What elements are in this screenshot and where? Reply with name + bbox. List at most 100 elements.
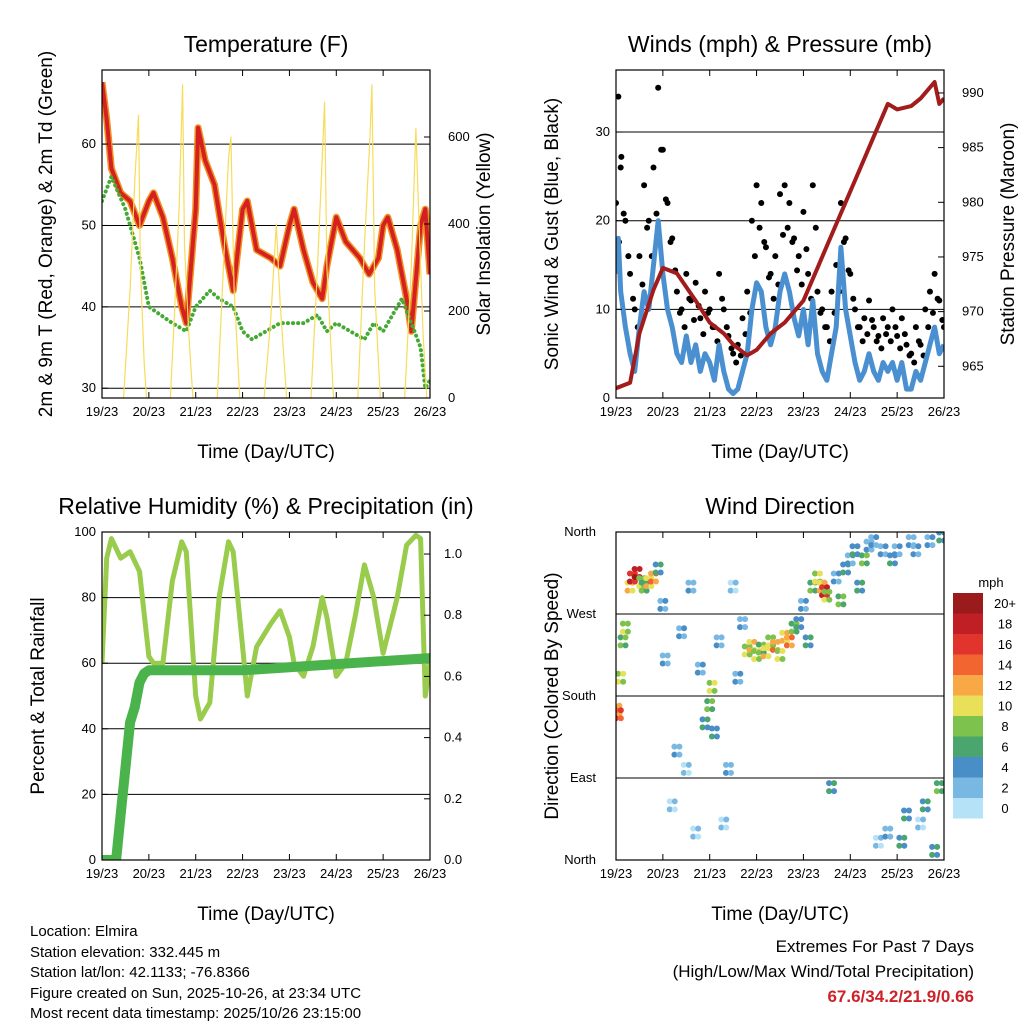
direction-point bbox=[648, 583, 655, 590]
y-tick-label: South bbox=[562, 688, 596, 703]
gust-point bbox=[903, 341, 910, 348]
x-tick-label: 19/23 bbox=[600, 404, 633, 419]
gust-point bbox=[697, 315, 704, 322]
plot-area bbox=[616, 80, 950, 397]
extremes-panel: Extremes For Past 7 Days (High/Low/Max W… bbox=[673, 934, 974, 1009]
gust-point bbox=[723, 324, 730, 331]
y-right-tick-label: 600 bbox=[448, 129, 470, 144]
y-right-tick-label: 200 bbox=[448, 303, 470, 318]
x-tick-label: 22/23 bbox=[226, 866, 259, 881]
panel-title: Wind Direction bbox=[705, 493, 855, 519]
panel-2: Winds (mph) & Pressure (mb) 19/23 20/23 21/… bbox=[542, 31, 1019, 463]
direction-point bbox=[676, 751, 683, 758]
gust-point bbox=[702, 288, 709, 295]
x-tick-label: 25/23 bbox=[881, 866, 914, 881]
legend-label: 6 bbox=[1001, 740, 1008, 755]
direction-point bbox=[723, 824, 730, 831]
direction-point bbox=[690, 587, 697, 594]
direction-point bbox=[906, 815, 913, 822]
gust-point bbox=[730, 350, 737, 357]
direction-point bbox=[671, 751, 678, 758]
gust-point bbox=[781, 182, 788, 189]
legend-swatch bbox=[953, 757, 983, 778]
gust-point bbox=[812, 224, 819, 231]
legend-label: 16 bbox=[998, 637, 1012, 652]
direction-point bbox=[779, 629, 786, 636]
direction-point bbox=[849, 543, 856, 550]
direction-point bbox=[872, 842, 879, 849]
direction-point bbox=[699, 661, 706, 668]
x-tick-label: 26/23 bbox=[928, 404, 961, 419]
direction-point bbox=[622, 642, 629, 649]
y-tick-label: 30 bbox=[82, 380, 96, 395]
direction-point bbox=[821, 588, 828, 595]
location-text: Location: Elmira bbox=[30, 923, 138, 940]
direction-point bbox=[910, 534, 917, 541]
direction-point bbox=[636, 575, 643, 582]
direction-point bbox=[706, 687, 713, 694]
direction-point bbox=[929, 851, 936, 858]
legend-label: 8 bbox=[1001, 719, 1008, 734]
direction-point bbox=[774, 648, 781, 654]
y-tick-label: 30 bbox=[596, 124, 610, 139]
gust-point bbox=[645, 217, 652, 224]
direction-point bbox=[934, 843, 941, 850]
direction-point bbox=[631, 566, 638, 572]
direction-point bbox=[887, 833, 894, 840]
direction-point bbox=[821, 579, 828, 586]
y-right-tick-label: 980 bbox=[962, 194, 984, 209]
direction-point bbox=[727, 587, 734, 594]
direction-point bbox=[915, 824, 922, 831]
x-tick-label: 23/23 bbox=[273, 404, 306, 419]
direction-point bbox=[699, 724, 706, 731]
gust-point bbox=[828, 288, 835, 295]
direction-point bbox=[802, 605, 809, 612]
direction-point bbox=[783, 634, 790, 641]
gust-point bbox=[873, 338, 880, 345]
x-tick-label: 24/23 bbox=[320, 866, 353, 881]
direction-point bbox=[830, 570, 837, 577]
gust-point bbox=[636, 253, 643, 260]
x-axis-label: Time (Day/UTC) bbox=[197, 904, 335, 925]
y-right-tick-label: 1.0 bbox=[444, 546, 462, 561]
plot-frame bbox=[101, 69, 431, 399]
direction-point bbox=[831, 788, 838, 795]
gust-point bbox=[944, 338, 950, 344]
direction-point bbox=[811, 570, 818, 577]
gust-point bbox=[772, 253, 779, 260]
x-tick-label: 20/23 bbox=[133, 404, 166, 419]
direction-point bbox=[704, 698, 711, 705]
gust-point bbox=[630, 295, 637, 302]
direction-point bbox=[742, 624, 749, 631]
y-tick-label: 0 bbox=[89, 852, 96, 867]
gust-point bbox=[850, 295, 857, 302]
direction-point bbox=[779, 637, 786, 644]
direction-point bbox=[793, 624, 800, 631]
gust-point bbox=[847, 270, 854, 277]
direction-point bbox=[849, 551, 856, 558]
gust-point bbox=[762, 244, 769, 251]
direction-point bbox=[662, 605, 669, 612]
gust-point bbox=[780, 231, 786, 238]
direction-point bbox=[727, 579, 734, 586]
gust-point bbox=[618, 153, 625, 160]
y-right-axis-label: Station Pressure (Maroon) bbox=[998, 123, 1019, 346]
direction-point bbox=[816, 570, 823, 577]
direction-point bbox=[816, 579, 823, 586]
direction-point bbox=[849, 560, 856, 567]
gust-point bbox=[733, 359, 740, 366]
direction-point bbox=[936, 537, 943, 544]
direction-point bbox=[797, 597, 804, 604]
station-pressure-line bbox=[616, 80, 944, 391]
relative-humidity-line bbox=[102, 532, 430, 722]
direction-point bbox=[708, 733, 715, 740]
x-tick-label: 25/23 bbox=[367, 866, 400, 881]
direction-point bbox=[835, 601, 842, 608]
direction-point bbox=[620, 678, 627, 685]
direction-point bbox=[709, 706, 716, 713]
gust-point bbox=[758, 199, 765, 206]
elevation-text: Station elevation: 332.445 m bbox=[30, 943, 221, 961]
direction-point bbox=[652, 561, 659, 568]
panel-title: Relative Humidity (%) & Precipitation (i… bbox=[58, 493, 473, 519]
gust-point bbox=[926, 288, 933, 295]
